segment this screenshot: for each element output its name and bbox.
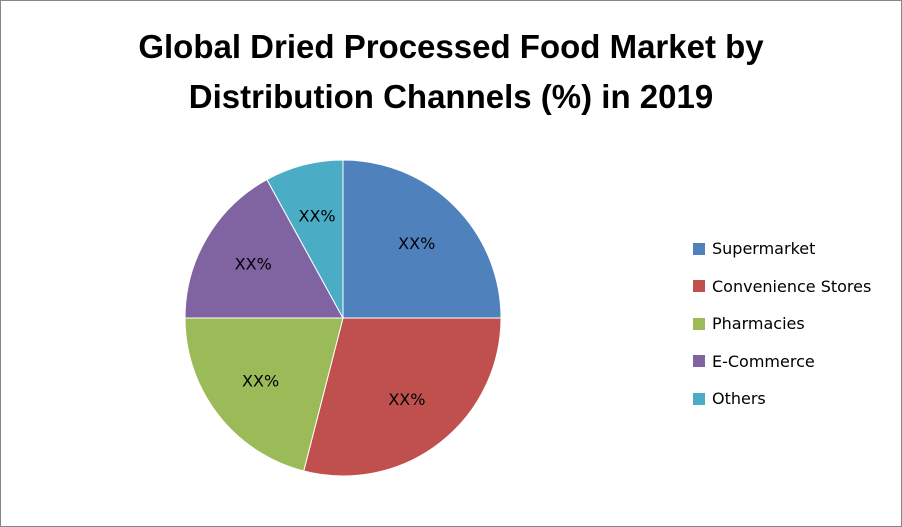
- legend-label: E-Commerce: [712, 351, 815, 371]
- data-label-others: XX%: [299, 206, 336, 225]
- legend-item-e-commerce: E-Commerce: [693, 343, 871, 381]
- legend-swatch: [693, 242, 705, 255]
- legend-swatch: [693, 355, 705, 368]
- legend-item-others: Others: [693, 380, 871, 418]
- legend-swatch: [693, 280, 705, 293]
- chart-title: Global Dried Processed Food Market by Di…: [0, 22, 902, 122]
- legend-label: Supermarket: [712, 239, 816, 259]
- data-label-e-commerce: XX%: [235, 254, 272, 273]
- data-label-convenience-stores: XX%: [388, 390, 425, 409]
- data-label-supermarket: XX%: [398, 234, 435, 253]
- legend-item-supermarket: Supermarket: [693, 230, 871, 268]
- legend: Supermarket Convenience Stores Pharmacie…: [693, 230, 871, 418]
- pie-slice-others: [266, 159, 344, 319]
- legend-label: Convenience Stores: [712, 276, 872, 296]
- legend-label: Others: [712, 389, 766, 409]
- chart-title-line-1: Global Dried Processed Food Market by: [138, 28, 764, 65]
- data-label-pharmacies: XX%: [242, 371, 279, 390]
- legend-swatch: [693, 392, 705, 405]
- pie-slice-supermarket: [342, 159, 502, 319]
- legend-item-convenience-stores: Convenience Stores: [693, 268, 871, 306]
- legend-swatch: [693, 317, 705, 330]
- legend-label: Pharmacies: [712, 314, 805, 334]
- pie-slice-convenience-stores: [303, 317, 502, 477]
- chart-title-line-2: Distribution Channels (%) in 2019: [188, 78, 714, 115]
- pie-slice-e-commerce: [184, 178, 344, 319]
- legend-item-pharmacies: Pharmacies: [693, 305, 871, 343]
- pie-slice-pharmacies: [184, 317, 344, 472]
